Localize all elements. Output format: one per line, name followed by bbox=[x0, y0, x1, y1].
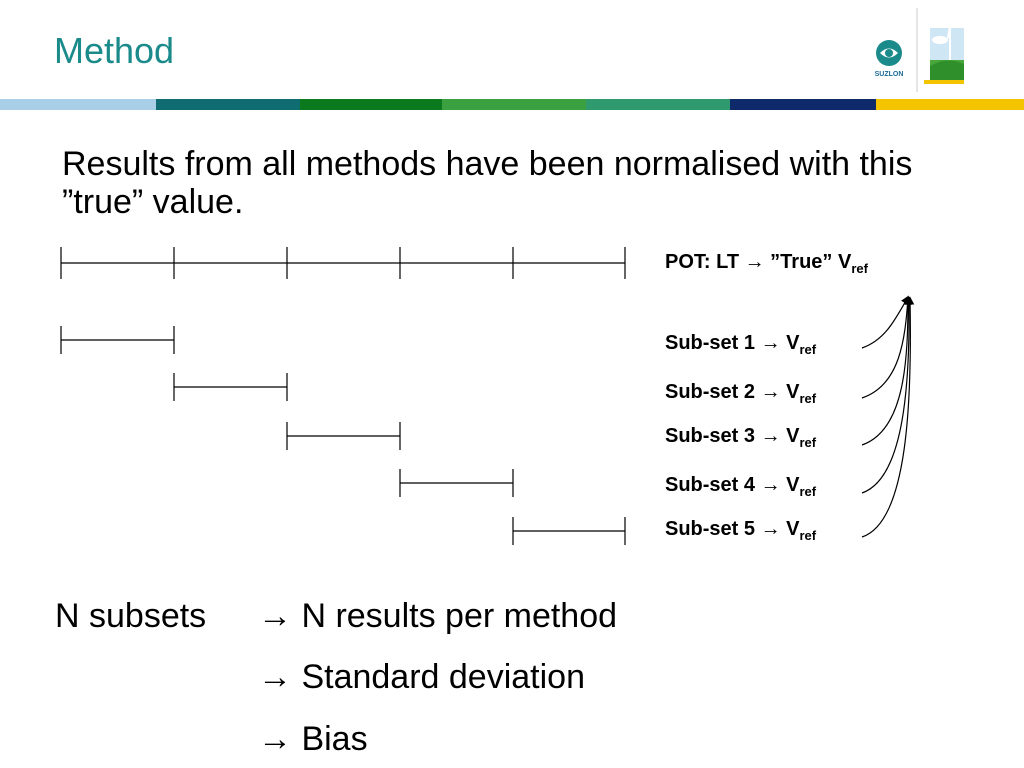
arrow-subset-3 bbox=[861, 296, 913, 446]
pot-label: POT: LT → ”True” Vref bbox=[665, 251, 868, 276]
subset-4-label: Sub-set 4 → Vref bbox=[665, 474, 817, 499]
arrow-subset-1 bbox=[861, 295, 909, 349]
subset-1-label: Sub-set 1 → Vref bbox=[665, 332, 817, 357]
results-text: → N results per method bbox=[258, 597, 618, 635]
subset-3-label: Sub-set 3 → Vref bbox=[665, 425, 817, 450]
arrow-subset-4 bbox=[861, 296, 914, 494]
n-subsets-text: N subsets bbox=[55, 597, 207, 635]
slide-title: Method bbox=[54, 30, 175, 71]
arrow-subset-5 bbox=[861, 296, 915, 538]
bias-text: → Bias bbox=[258, 720, 368, 758]
full-period-line bbox=[60, 247, 626, 279]
subset-2-line bbox=[173, 373, 288, 401]
stddev-text: → Standard deviation bbox=[258, 658, 585, 696]
suzlon-logo: SUZLON bbox=[862, 8, 982, 92]
arrow-subset-2 bbox=[861, 296, 912, 399]
subset-4-line bbox=[399, 469, 514, 497]
subset-1-line bbox=[60, 326, 175, 354]
subset-2-label: Sub-set 2 → Vref bbox=[665, 381, 817, 406]
subset-5-label: Sub-set 5 → Vref bbox=[665, 518, 817, 543]
logo-text: SUZLON bbox=[875, 71, 904, 78]
header-stripe bbox=[0, 99, 1024, 110]
intro-text: Results from all methods have been norma… bbox=[62, 145, 913, 221]
subset-3-line bbox=[286, 422, 401, 450]
subset-5-line bbox=[512, 517, 626, 545]
